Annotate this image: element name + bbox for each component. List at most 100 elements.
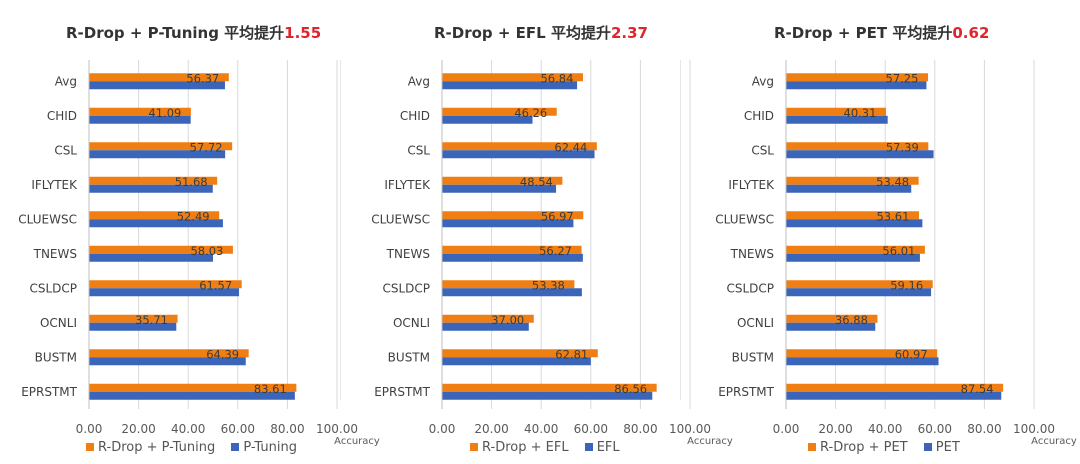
bar-blue — [89, 288, 240, 297]
x-tick-label: 100.00 — [1013, 422, 1055, 436]
data-label: 56.37 — [186, 71, 219, 85]
data-label: 64.39 — [206, 347, 239, 361]
y-category-label: TNEWS — [33, 247, 77, 261]
bar-blue — [786, 184, 912, 193]
data-label: 56.01 — [882, 244, 915, 258]
y-category-label: IFLYTEK — [728, 178, 775, 192]
bar-blue — [89, 253, 213, 262]
y-category-label: CSL — [407, 143, 430, 157]
data-label: 62.81 — [555, 347, 588, 361]
bar-blue — [442, 184, 557, 193]
y-category-label: CHID — [400, 109, 430, 123]
x-tick-label: 20.00 — [121, 422, 155, 436]
x-tick-label: 40.00 — [171, 422, 205, 436]
y-category-label: Avg — [752, 74, 774, 88]
panel-divider — [340, 60, 341, 400]
chart-title-pet: R-Drop + PET 平均提升0.62 — [774, 22, 989, 43]
y-category-label: CSL — [54, 143, 77, 157]
legend-swatch — [584, 442, 593, 451]
y-category-label: IFLYTEK — [31, 178, 78, 192]
bar-orange — [89, 383, 297, 392]
chart-title-gain: 0.62 — [952, 24, 990, 42]
bar-orange — [89, 211, 220, 220]
data-label: 53.38 — [532, 278, 565, 292]
legend-swatch — [231, 442, 240, 451]
bar-orange — [786, 142, 929, 151]
bar-blue — [786, 391, 1002, 400]
y-category-label: EPRSTMT — [21, 385, 77, 399]
bar-blue — [442, 288, 582, 297]
legend-label: R-Drop + PET — [820, 440, 908, 455]
bar-orange — [89, 245, 233, 254]
bar-blue — [442, 253, 583, 262]
x-tick-label: 60.00 — [574, 422, 608, 436]
bar-blue — [786, 357, 939, 366]
panel-divider — [680, 60, 681, 400]
bar-orange — [89, 73, 229, 82]
bar-blue — [89, 184, 213, 193]
bar-blue — [442, 81, 578, 90]
x-tick-label: 40.00 — [868, 422, 902, 436]
bar-blue — [442, 322, 529, 331]
bar-blue — [786, 150, 934, 159]
y-category-label: Avg — [55, 74, 77, 88]
bar-orange — [442, 280, 575, 289]
y-category-label: CLUEWSC — [18, 212, 77, 226]
x-tick-label: 20.00 — [474, 422, 508, 436]
y-category-label: BUSTM — [732, 350, 774, 364]
legend-item: R-Drop + PET — [808, 440, 908, 455]
chart-title-text: R-Drop + PET 平均提升 — [774, 24, 953, 42]
y-category-label: CSL — [751, 143, 774, 157]
data-label: 36.88 — [835, 313, 868, 327]
bar-orange — [442, 73, 583, 82]
data-label: 87.54 — [961, 382, 994, 396]
bar-blue — [442, 391, 653, 400]
data-label: 46.26 — [514, 106, 547, 120]
x-axis-title: Accuracy — [334, 436, 380, 447]
legend-label: R-Drop + EFL — [482, 440, 569, 455]
chart-title-efl: R-Drop + EFL 平均提升2.37 — [434, 22, 648, 43]
legend-label: PET — [935, 440, 960, 455]
data-label: 37.00 — [491, 313, 524, 327]
legend-label: P-Tuning — [243, 440, 297, 455]
bar-blue — [89, 150, 226, 159]
chart-legend-p-tuning: R-Drop + P-Tuning P-Tuning — [86, 440, 309, 455]
bar-orange — [786, 211, 919, 220]
legend-item: R-Drop + EFL — [470, 440, 569, 455]
bar-orange — [89, 314, 178, 323]
y-category-label: OCNLI — [737, 316, 774, 330]
legend-item: EFL — [584, 440, 620, 455]
bar-blue — [89, 322, 177, 331]
data-label: 83.61 — [254, 382, 287, 396]
chart-legend-pet: R-Drop + PET PET — [808, 440, 972, 455]
x-axis-title: Accuracy — [1031, 436, 1077, 447]
bar-orange — [786, 280, 933, 289]
legend-swatch — [808, 442, 816, 451]
bar-orange — [442, 245, 582, 254]
y-category-label: EPRSTMT — [718, 385, 774, 399]
data-label: 57.39 — [886, 140, 919, 154]
x-tick-label: 60.00 — [918, 422, 952, 436]
y-category-label: OCNLI — [40, 316, 77, 330]
bar-blue — [786, 322, 876, 331]
y-category-label: CHID — [744, 109, 774, 123]
bar-blue — [786, 219, 923, 228]
legend-swatch — [470, 442, 478, 451]
chart-legend-efl: R-Drop + EFL EFL — [470, 440, 632, 455]
bar-orange — [442, 176, 563, 185]
y-category-label: Avg — [408, 74, 430, 88]
y-category-label: TNEWS — [386, 247, 430, 261]
bar-orange — [442, 314, 534, 323]
x-tick-label: 60.00 — [221, 422, 255, 436]
data-label: 51.68 — [175, 175, 208, 189]
data-label: 40.31 — [844, 106, 877, 120]
y-category-label: BUSTM — [388, 350, 430, 364]
bar-blue — [786, 288, 932, 297]
x-tick-label: 100.00 — [669, 422, 711, 436]
y-category-label: CSLDCP — [382, 281, 430, 295]
bar-orange — [89, 349, 249, 358]
bar-orange — [786, 107, 886, 116]
bar-orange — [786, 73, 928, 82]
data-label: 48.54 — [520, 175, 553, 189]
